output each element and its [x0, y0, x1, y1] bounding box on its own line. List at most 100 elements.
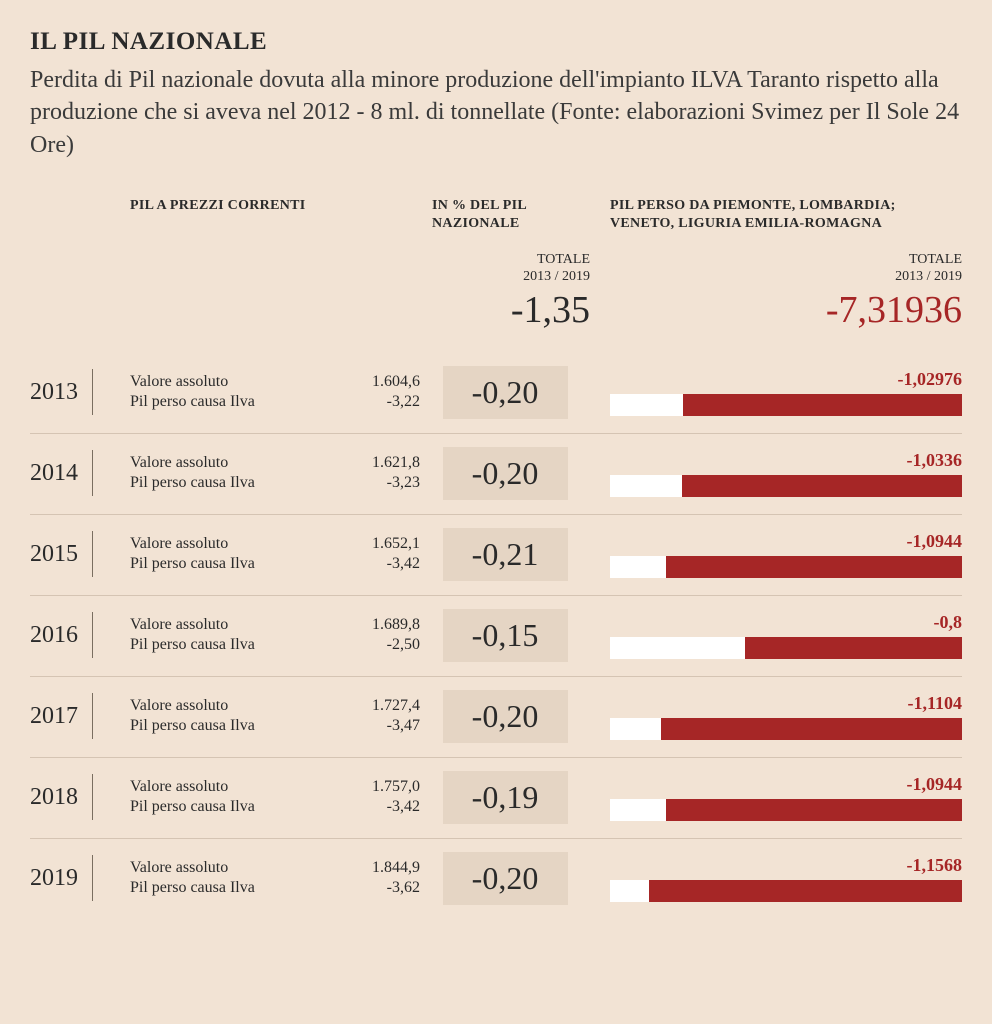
- vertical-divider: [92, 693, 93, 739]
- absolute-label: Valore assoluto: [130, 697, 228, 715]
- year-cell: 2019: [30, 852, 120, 905]
- pct-cell: -0,21: [420, 528, 590, 581]
- vertical-divider: [92, 450, 93, 496]
- bar-fill: [683, 394, 962, 416]
- pct-value: -0,20: [443, 447, 568, 500]
- bar-cell: -1,02976: [590, 369, 962, 416]
- col-header-regional: PIL PERSO DA PIEMONTE, LOMBARDIA; VENETO…: [590, 197, 962, 232]
- total-period: 2013 / 2019: [420, 269, 590, 286]
- table-row: 2018 Valore assoluto 1.757,0 Pil perso caus…: [30, 757, 962, 838]
- bar-value-label: -1,1104: [907, 693, 962, 714]
- bar-value-label: -1,0336: [907, 450, 963, 471]
- bar-value-label: -1,02976: [898, 369, 963, 390]
- price-pair: Valore assoluto1.621,8Pil perso causa Il…: [120, 454, 420, 492]
- pct-cell: -0,20: [420, 366, 590, 419]
- total-label: TOTALE: [420, 252, 590, 269]
- total-period: 2013 / 2019: [590, 269, 962, 286]
- pct-value: -0,21: [443, 528, 568, 581]
- bar-cell: -1,0336: [590, 450, 962, 497]
- price-pair: Valore assoluto 1.727,4 Pil perso causa Il…: [120, 697, 420, 735]
- totals-row: TOTALE 2013 / 2019 -1,35 TOTALE 2013 / 2…: [30, 252, 962, 332]
- absolute-label: Valore assoluto: [130, 616, 228, 634]
- price-pair: Valore assoluto1.844,9Pil perso causa Il…: [120, 859, 420, 897]
- col-header-prices: PIL A PREZZI CORRENTI: [120, 197, 420, 215]
- bar-value-label: -1,0944: [907, 774, 963, 795]
- bar-track: [610, 394, 962, 416]
- bar-track: [610, 556, 962, 578]
- total-regional-block: TOTALE 2013 / 2019 -7,31936: [590, 252, 962, 332]
- table-row: 2014Valore assoluto1.621,8Pil perso caus…: [30, 433, 962, 514]
- chart-subtitle: Perdita di Pil nazionale dovuta alla min…: [30, 64, 962, 161]
- bar-fill: [682, 475, 962, 497]
- bar-fill: [745, 637, 962, 659]
- price-pair: Valore assoluto 1.757,0 Pil perso causa Il…: [120, 778, 420, 816]
- table-row: 2013Valore assoluto1.604,6Pil perso caus…: [30, 352, 962, 433]
- bar-value-label: -1,1568: [907, 855, 963, 876]
- price-pair: Valore assoluto1.689,8Pil perso causa Il…: [120, 616, 420, 654]
- absolute-value: 1.604,6: [340, 373, 420, 391]
- bar-cell: -1,0944: [590, 531, 962, 578]
- pct-value: -0,19: [443, 771, 568, 824]
- year-cell: 2015: [30, 528, 120, 581]
- lost-label: Pil perso causa Ilva: [130, 555, 255, 573]
- vertical-divider: [92, 369, 93, 415]
- absolute-value: 1.757,0: [340, 778, 420, 796]
- lost-value: -3,47: [340, 717, 420, 735]
- lost-value: -3,42: [340, 555, 420, 573]
- year-label: 2018: [30, 784, 78, 811]
- bar-cell: -0,8: [590, 612, 962, 659]
- table-row: 2017 Valore assoluto 1.727,4 Pil perso caus…: [30, 676, 962, 757]
- bar-fill: [666, 799, 962, 821]
- bar-value-label: -1,0944: [907, 531, 963, 552]
- bar-track: [610, 799, 962, 821]
- pct-value: -0,20: [443, 852, 568, 905]
- pct-cell: -0,20: [420, 852, 590, 905]
- year-label: 2016: [30, 622, 78, 649]
- bar-fill: [661, 718, 962, 740]
- year-label: 2017: [30, 703, 78, 730]
- column-headers: PIL A PREZZI CORRENTI IN % DEL PIL NAZIO…: [30, 197, 962, 232]
- pct-cell: -0,19: [420, 771, 590, 824]
- year-label: 2015: [30, 541, 78, 568]
- bar-fill: [649, 880, 962, 902]
- absolute-label: Valore assoluto: [130, 778, 228, 796]
- lost-value: -3,23: [340, 474, 420, 492]
- total-regional-value: -7,31936: [590, 288, 962, 332]
- total-pct-block: TOTALE 2013 / 2019 -1,35: [420, 252, 590, 332]
- bar-track: [610, 475, 962, 497]
- vertical-divider: [92, 531, 93, 577]
- vertical-divider: [92, 855, 93, 901]
- bar-fill: [666, 556, 962, 578]
- price-pair: Valore assoluto1.604,6Pil perso causa Il…: [120, 373, 420, 411]
- pct-cell: -0,15: [420, 609, 590, 662]
- pct-cell: -0,20: [420, 690, 590, 743]
- absolute-value: 1.844,9: [340, 859, 420, 877]
- bar-track: [610, 718, 962, 740]
- absolute-label: Valore assoluto: [130, 454, 228, 472]
- bar-cell: -1,0944: [590, 774, 962, 821]
- table-row: 2019 Valore assoluto1.844,9Pil perso caus…: [30, 838, 962, 919]
- price-pair: Valore assoluto1.652,1Pil perso causa Il…: [120, 535, 420, 573]
- vertical-divider: [92, 612, 93, 658]
- vertical-divider: [92, 774, 93, 820]
- lost-label: Pil perso causa Ilva: [130, 798, 255, 816]
- pct-value: -0,20: [443, 366, 568, 419]
- table-row: 2015 Valore assoluto1.652,1Pil perso caus…: [30, 514, 962, 595]
- lost-value: -3,42: [340, 798, 420, 816]
- pct-value: -0,15: [443, 609, 568, 662]
- year-label: 2019: [30, 865, 78, 892]
- bar-track: [610, 637, 962, 659]
- absolute-value: 1.727,4: [340, 697, 420, 715]
- lost-value: -2,50: [340, 636, 420, 654]
- absolute-label: Valore assoluto: [130, 535, 228, 553]
- chart-title: IL PIL NAZIONALE: [30, 28, 962, 56]
- pct-value: -0,20: [443, 690, 568, 743]
- year-cell: 2016: [30, 609, 120, 662]
- absolute-value: 1.621,8: [340, 454, 420, 472]
- year-cell: 2014: [30, 447, 120, 500]
- lost-label: Pil perso causa Ilva: [130, 717, 255, 735]
- bar-value-label: -0,8: [934, 612, 963, 633]
- bar-cell: -1,1568: [590, 855, 962, 902]
- bar-cell: -1,1104: [590, 693, 962, 740]
- year-cell: 2017: [30, 690, 120, 743]
